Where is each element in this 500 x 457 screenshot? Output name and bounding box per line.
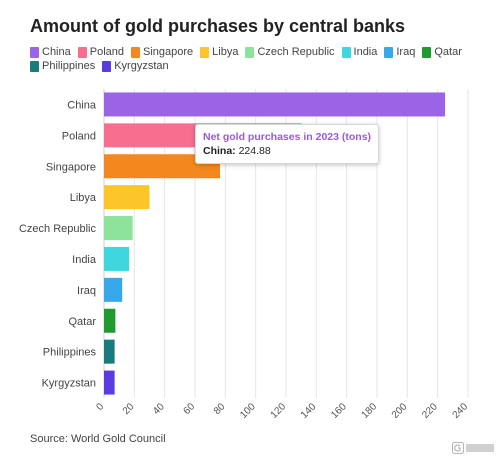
x-tick-label: 200 — [390, 401, 410, 421]
bar-philippines[interactable] — [104, 339, 115, 364]
legend-label: Poland — [89, 46, 125, 58]
bar-czech-republic[interactable] — [104, 216, 133, 241]
bar-qatar[interactable] — [104, 308, 116, 333]
bar-kyrgyzstan[interactable] — [104, 370, 115, 395]
legend-item[interactable]: Kyrgyzstan — [102, 60, 169, 72]
y-category-label: Czech Republic — [19, 223, 97, 235]
x-tick-label: 20 — [121, 401, 137, 417]
legend-swatch — [341, 46, 351, 58]
legend-swatch — [245, 46, 255, 58]
y-category-label: Philippines — [43, 347, 97, 359]
x-tick-label: 120 — [269, 401, 289, 421]
legend-swatch — [77, 46, 87, 58]
legend-swatch — [30, 60, 39, 72]
bar-iraq[interactable] — [104, 277, 123, 302]
legend-label: Singapore — [143, 46, 194, 58]
legend-item[interactable]: Qatar — [422, 46, 462, 58]
legend-swatch — [384, 46, 394, 58]
watermark-logo — [452, 441, 496, 455]
watermark-icon — [452, 442, 494, 454]
legend-label: India — [353, 46, 378, 58]
legend-item[interactable]: Czech Republic — [245, 46, 335, 58]
bar-china[interactable] — [104, 92, 446, 117]
y-category-label: China — [67, 99, 97, 111]
legend-label: Czech Republic — [257, 46, 335, 58]
chart-tooltip: Net gold purchases in 2023 (tons) China:… — [195, 124, 380, 164]
x-tick-label: 240 — [451, 401, 471, 421]
legend-item[interactable]: China — [30, 46, 71, 58]
legend-label: Libya — [212, 46, 239, 58]
y-category-label: Qatar — [68, 316, 96, 328]
y-category-label: Libya — [70, 192, 97, 204]
legend-item[interactable]: Libya — [200, 46, 238, 58]
x-tick-label: 220 — [420, 401, 440, 421]
x-tick-label: 80 — [212, 401, 228, 417]
legend-label: China — [42, 46, 71, 58]
x-tick-label: 100 — [238, 401, 258, 421]
y-category-label: Iraq — [77, 285, 96, 297]
chart-title: Amount of gold purchases by central bank… — [30, 16, 406, 36]
x-tick-label: 180 — [360, 401, 380, 421]
chart-legend: China Poland Singapore Libya Czech Republic I… — [30, 46, 480, 72]
legend-item[interactable]: Singapore — [131, 46, 193, 58]
x-tick-label: 160 — [329, 401, 349, 421]
tooltip-label: China: — [203, 145, 236, 157]
tooltip-title: Net gold purchases in 2023 (tons) — [203, 131, 372, 143]
legend-item[interactable]: India — [341, 46, 378, 58]
legend-swatch — [131, 46, 141, 58]
legend-item[interactable]: Philippines — [30, 60, 95, 72]
legend-label: Qatar — [434, 46, 462, 58]
legend-swatch — [30, 46, 39, 58]
source-note: Source: World Gold Council — [30, 433, 166, 445]
bar-india[interactable] — [104, 246, 130, 271]
x-tick-label: 40 — [151, 401, 167, 417]
legend-swatch — [200, 46, 210, 58]
y-category-label: Singapore — [46, 161, 96, 173]
legend-label: Philippines — [42, 60, 96, 72]
x-tick-label: 0 — [94, 401, 106, 413]
y-category-label: Poland — [62, 130, 96, 142]
legend-label: Iraq — [396, 46, 416, 58]
bar-libya[interactable] — [104, 185, 150, 210]
legend-swatch — [102, 60, 112, 72]
y-category-label: Kyrgyzstan — [42, 378, 96, 390]
x-tick-label: 60 — [181, 401, 197, 417]
legend-label: Kyrgyzstan — [114, 60, 169, 72]
x-tick-label: 140 — [299, 401, 319, 421]
legend-item[interactable]: Poland — [77, 46, 125, 58]
y-category-label: India — [72, 254, 97, 266]
legend-swatch — [422, 46, 432, 58]
legend-item[interactable]: Iraq — [384, 46, 415, 58]
tooltip-value: 224.88 — [238, 145, 271, 157]
